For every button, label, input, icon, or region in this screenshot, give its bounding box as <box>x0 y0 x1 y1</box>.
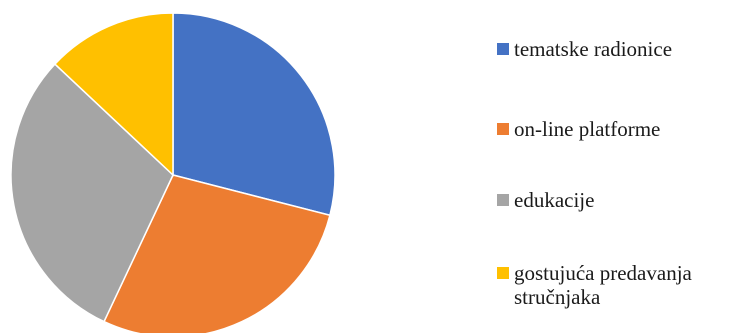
legend-label-on-line-platforme: on-line platforme <box>514 117 661 141</box>
legend-swatch-tematske-radionice <box>497 43 509 55</box>
legend-item-gostujuca-predavanja: gostujuća predavanja stručnjaka <box>497 261 743 309</box>
legend-label-edukacije: edukacije <box>514 188 595 212</box>
legend-item-on-line-platforme: on-line platforme <box>497 117 743 141</box>
legend-item-tematske-radionice: tematske radionice <box>497 37 743 61</box>
legend-swatch-gostujuca-predavanja <box>497 267 509 279</box>
legend-swatch-edukacije <box>497 194 509 206</box>
legend-swatch-on-line-platforme <box>497 123 509 135</box>
pie-slice-gostuju-a-predavanja-stru-njaka <box>53 12 174 177</box>
pie-chart <box>10 12 336 333</box>
legend-label-tematske-radionice: tematske radionice <box>514 37 673 61</box>
pie-slices <box>10 12 336 333</box>
legend-label-gostujuca-predavanja: gostujuća predavanja stručnjaka <box>514 261 692 309</box>
pie-slice-tematske-radionice <box>172 12 336 217</box>
pie-slice-edukacije <box>10 63 174 323</box>
legend-item-edukacije: edukacije <box>497 188 743 212</box>
